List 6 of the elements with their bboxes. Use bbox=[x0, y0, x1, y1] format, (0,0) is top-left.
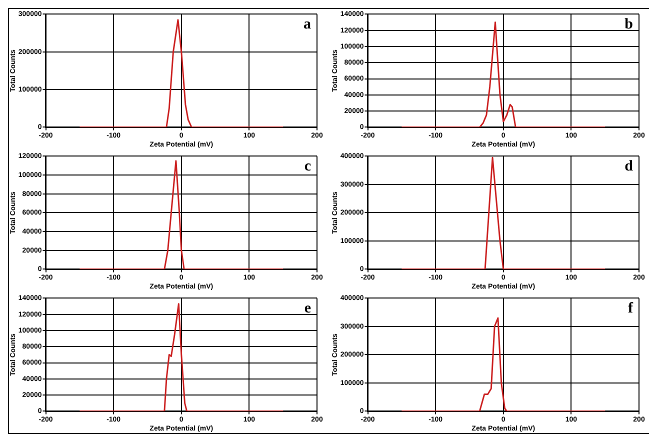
annotation: b bbox=[624, 16, 633, 33]
annotation: d bbox=[624, 158, 634, 175]
annotation: f bbox=[628, 300, 634, 317]
annotation: a bbox=[304, 16, 312, 33]
annotation: e bbox=[304, 300, 312, 317]
annotation: c bbox=[304, 158, 312, 175]
